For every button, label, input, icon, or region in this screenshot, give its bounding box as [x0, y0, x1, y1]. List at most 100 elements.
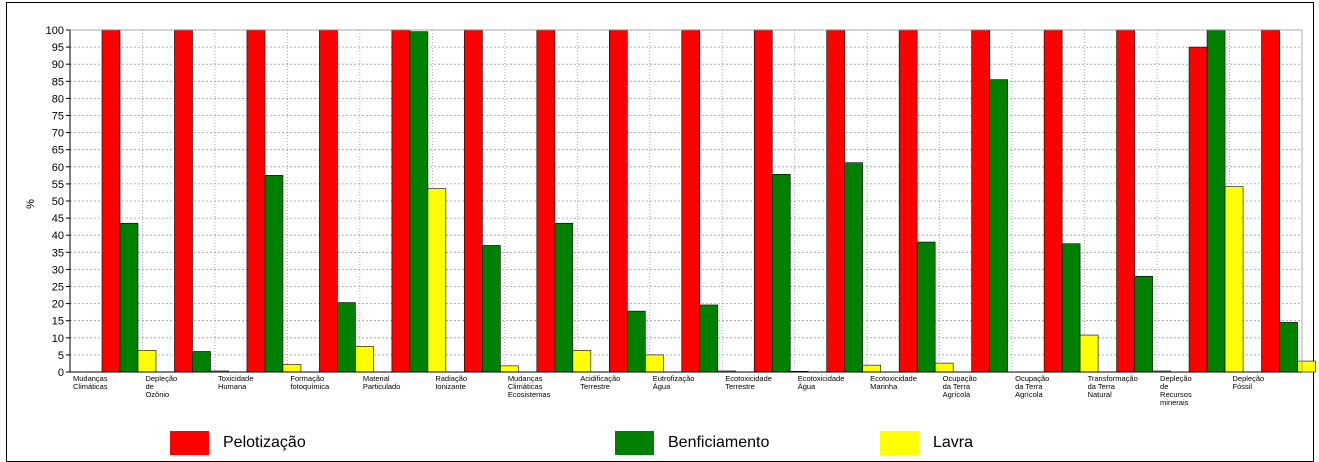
bar-lavra	[355, 346, 374, 373]
legend-label-lavra: Lavra	[933, 434, 974, 451]
x-category-label-line: Formação	[290, 374, 324, 383]
x-category-label-line: Ionizante	[435, 382, 465, 391]
x-category-label-line: Marinha	[870, 382, 898, 391]
y-tick-label: 10	[52, 333, 64, 345]
x-category-label-line: Água	[653, 382, 671, 391]
x-category-label-line: Fóssil	[1233, 382, 1253, 391]
bar-pelotizacao	[971, 29, 990, 373]
bar-pelotizacao	[1116, 29, 1135, 373]
x-category-label-line: da Terra	[943, 382, 971, 391]
bar-benficiamento	[989, 79, 1008, 373]
bar-benficiamento	[1279, 322, 1298, 373]
x-category-label-line: Ecotoxicidade	[725, 374, 772, 383]
x-category-label-line: Transformação	[1088, 374, 1138, 383]
bar-benficiamento	[192, 351, 211, 373]
bar-lavra	[137, 350, 157, 373]
x-category-label-line: Depleção	[145, 374, 177, 383]
y-tick-label: 75	[52, 111, 64, 123]
y-tick-label: 0	[58, 367, 64, 379]
x-category-label-line: Natural	[1088, 390, 1113, 399]
y-tick-label: 60	[52, 162, 64, 174]
x-category-label-line: minerais	[1160, 398, 1189, 407]
x-category-label-line: Mudanças	[508, 374, 543, 383]
y-tick-label: 55	[52, 179, 64, 191]
x-category-label: Acidificação Terrestre	[580, 374, 620, 391]
y-tick-label: 30	[52, 264, 64, 276]
x-category-label-line: Agrícola	[943, 390, 971, 399]
bar-lavra	[572, 350, 592, 373]
x-category-label-line: Depleção	[1160, 374, 1192, 383]
bar-benficiamento	[482, 245, 501, 373]
legend-swatch-benficiamento	[615, 431, 654, 455]
x-category-label-line: Ecotoxicidade	[870, 374, 917, 383]
x-category-label: Depleção de Recursos minerais	[1160, 374, 1192, 407]
bar-pelotizacao	[319, 29, 338, 373]
bar-benficiamento	[626, 310, 646, 373]
x-category-label-line: de	[1160, 382, 1168, 391]
x-category-label: Mudanças Climáticas Ecosistemas	[508, 374, 551, 399]
x-category-label: Depleção de Ozônio	[145, 374, 177, 399]
x-category-label-line: Depleção	[1233, 374, 1265, 383]
bar-benficiamento	[264, 175, 284, 373]
legend-label-benficiamento: Benficiamento	[668, 434, 770, 451]
y-axis-label: %	[25, 199, 37, 209]
x-category-label-line: Água	[798, 382, 816, 391]
bar-benficiamento	[554, 222, 574, 373]
bar-lavra	[644, 354, 664, 373]
bar-benficiamento	[337, 302, 356, 373]
x-category-label: Mudanças Climáticas	[73, 374, 108, 391]
y-tick-label: 35	[52, 247, 64, 259]
x-category-label-line: da Terra	[1088, 382, 1116, 391]
bar-pelotizacao	[174, 29, 193, 373]
x-category-label: Ecotoxicidade Água	[798, 374, 845, 391]
bar-benficiamento	[916, 241, 936, 373]
y-tick-label: 70	[52, 128, 64, 140]
bar-lavra	[1079, 334, 1099, 373]
x-category-label: Ocupação da Terra Agrícola	[943, 374, 977, 399]
x-category-label-line: Humana	[218, 382, 247, 391]
x-category-label-line: Recursos	[1160, 390, 1192, 399]
bar-pelotizacao	[246, 29, 266, 373]
x-category-label-line: Climáticas	[508, 382, 543, 391]
legend-label-pelotizacao: Pelotização	[223, 434, 306, 451]
y-tick-label: 25	[52, 282, 64, 294]
bar-pelotizacao	[1261, 29, 1280, 373]
bar-lavra	[1224, 186, 1244, 373]
y-tick-label: 90	[52, 59, 64, 71]
y-tick-label: 45	[52, 213, 64, 225]
x-category-label-line: Radiação	[435, 374, 467, 383]
bar-benficiamento	[771, 174, 791, 373]
x-category-label-line: Eutrofização	[653, 374, 695, 383]
bar-pelotizacao	[1188, 46, 1208, 373]
bar-pelotizacao	[391, 29, 411, 373]
x-category-label-line: Ocupação	[1015, 374, 1049, 383]
bar-pelotizacao	[681, 29, 701, 373]
y-tick-label: 95	[52, 42, 64, 54]
x-category-label: Radiação Ionizante	[435, 374, 467, 391]
bar-benficiamento	[119, 222, 139, 373]
x-category-label: Ecotoxicidade Marinha	[870, 374, 917, 391]
y-tick-label: 50	[52, 196, 64, 208]
bar-pelotizacao	[826, 29, 846, 373]
x-category-label: Material Particulado	[363, 374, 401, 391]
bar-lavra	[862, 364, 882, 373]
bar-lavra	[427, 188, 447, 373]
x-category-label-line: fotoquímica	[290, 382, 330, 391]
bar-lavra	[282, 364, 302, 373]
y-tick-label: 20	[52, 299, 64, 311]
bar-benficiamento	[1206, 29, 1226, 373]
legend-swatch-lavra	[880, 431, 919, 455]
x-category-label-line: de	[145, 382, 153, 391]
bar-benficiamento	[1134, 275, 1153, 373]
bar-benficiamento	[1061, 243, 1081, 373]
bar-lavra	[500, 365, 519, 373]
x-category-label: Formação fotoquímica	[290, 374, 330, 391]
x-category-label-line: Acidificação	[580, 374, 620, 383]
legend-swatch-pelotizacao	[170, 431, 209, 455]
x-category-label-line: Terrestre	[725, 382, 755, 391]
y-tick-label: 85	[52, 76, 64, 88]
bar-pelotizacao	[898, 29, 918, 373]
x-category-label-line: Ocupação	[943, 374, 977, 383]
x-category-label-line: Agrícola	[1015, 390, 1043, 399]
x-category-label-line: Material	[363, 374, 390, 383]
